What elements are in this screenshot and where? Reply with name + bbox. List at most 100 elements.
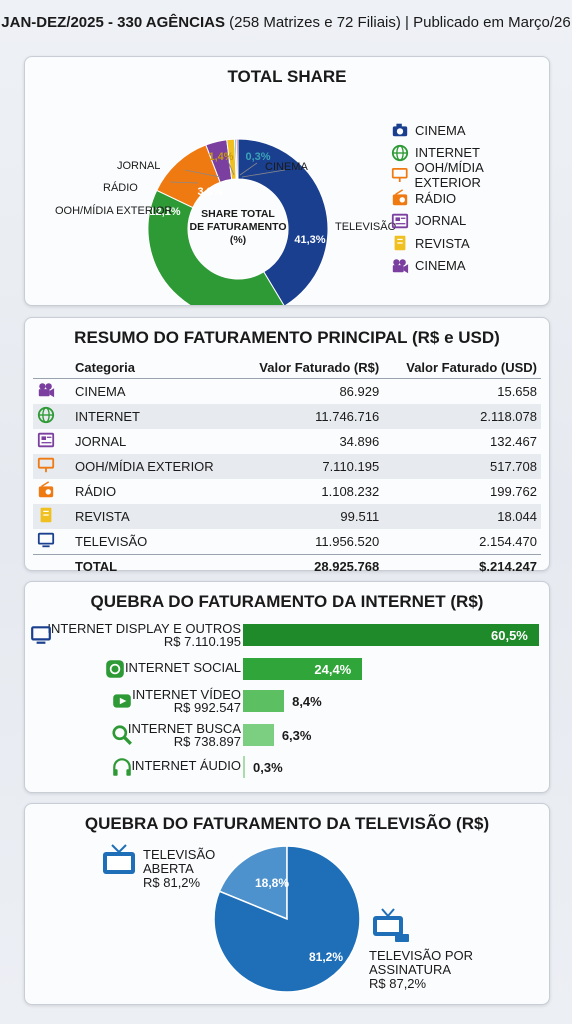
row-icon-cell [33, 429, 71, 454]
leader-line [241, 169, 286, 178]
total-share-title: TOTAL SHARE [227, 67, 347, 86]
billboard-icon [391, 168, 408, 183]
cell-cat: JORNAL [75, 434, 127, 449]
internet-bar [243, 756, 245, 778]
table-row: JORNAL 34.896 132.467 [33, 429, 541, 454]
page-header: JAN-DEZ/2025 - 330 AGÊNCIAS (258 Matrize… [0, 14, 572, 31]
television-title: QUEBRA DO FATURAMENTO DA TELEVISÃO (R$) [84, 814, 490, 833]
row-icon-cell [33, 379, 71, 405]
table-row: CINEMA 86.929 15.658 [33, 379, 541, 405]
internet-bar-pct: 8,4% [292, 694, 322, 709]
tv-aberta-line1: TELEVISÃO [143, 847, 216, 862]
donut-value-label: 12,1% [149, 206, 180, 218]
radio-icon [392, 189, 408, 206]
cell-cat: RÁDIO [75, 484, 117, 499]
tv-aberta-line3: R$ 81,2% [143, 875, 201, 890]
donut-value-label: 41,3% [294, 234, 325, 246]
legend-label: RÁDIO [415, 190, 457, 206]
internet-bar [243, 658, 363, 680]
internet-bar-label: INTERNET DISPLAY E OUTROS R$ 7.110.195 [47, 622, 241, 648]
cell-cat: CINEMA [75, 384, 126, 399]
col-header-usd: Valor Faturado (USD) [383, 356, 541, 379]
internet-bar-pct: 60,5% [491, 628, 528, 643]
donut-center-label: SHARE TOTAL [201, 208, 275, 220]
col-header-brl: Valor Faturado (R$) [237, 356, 384, 379]
table-total-row: TOTAL 28.925.768 $.214.247 [33, 554, 541, 577]
legend-label: REVISTA [415, 235, 470, 251]
internet-bar-value: R$ 738.897 [173, 734, 241, 749]
legend-item: CINEMA [391, 255, 549, 278]
cell-usd: 199.762 [490, 484, 537, 499]
tv-aberta-label: TELEVISÃO ABERTA R$ 81,2% [143, 848, 215, 890]
tv-pie-value-label: 81,2% [309, 950, 343, 964]
total-share-donut: 41,3%40,6%12,1%3,8%1,4%0,3%TELEVISÃOINTE… [55, 138, 397, 305]
donut-category-label: RÁDIO [103, 181, 138, 194]
monitor-icon [37, 532, 55, 548]
table-row: OOH/MÍDIA EXTERIOR 7.110.195 517.708 [33, 454, 541, 479]
summary-card: RESUMO DO FATURAMENTO PRINCIPAL (R$ e US… [24, 317, 550, 577]
cell-brl: 99.511 [237, 504, 384, 529]
television-pie: 18,8% 81,2% [213, 845, 361, 993]
table-row: TELEVISÃO 11.956.520 2.154.470 [33, 529, 541, 555]
leader-line [169, 181, 199, 184]
tv-pie-slice [213, 845, 361, 993]
cell-brl: 11.746.716 [237, 404, 384, 429]
film-camera-icon [38, 383, 55, 398]
tv-assinatura-line3: R$ 87,2% [369, 976, 427, 991]
donut-value-label: 3,8% [197, 186, 222, 198]
internet-bar-value: R$ 992.547 [173, 700, 241, 715]
summary-title: RESUMO DO FATURAMENTO PRINCIPAL (R$ e US… [74, 328, 500, 347]
internet-card: QUEBRA DO FATURAMENTO DA INTERNET (R$) I… [24, 581, 550, 793]
internet-bar-label: INTERNET ÁUDIO [131, 759, 241, 772]
billboard-icon [37, 457, 55, 473]
legend-item: JORNAL [391, 209, 549, 232]
magazine-icon [394, 236, 406, 251]
internet-bar-pct: 24,4% [314, 662, 352, 677]
magazine-icon [40, 507, 52, 523]
tv-assinatura-line2: ASSINATURA [369, 962, 452, 977]
cell-usd: 2.118.078 [383, 404, 541, 429]
row-icon-cell [33, 404, 71, 429]
tv-assinatura-line1: TELEVISÃO POR [369, 948, 474, 963]
tv-pie-slice [218, 845, 288, 921]
row-icon-cell [33, 504, 71, 529]
film-camera-icon [392, 259, 409, 274]
monitor-icon [31, 626, 51, 644]
donut-center-label: (%) [230, 234, 246, 246]
tv-assinatura-icon [373, 908, 409, 942]
globe-icon [37, 406, 55, 424]
table-row: REVISTA 99.511 18.044 [33, 504, 541, 529]
cell-brl: 11.956.520 [315, 534, 380, 549]
leader-line [184, 169, 221, 178]
donut-category-label: CINEMA [265, 161, 308, 173]
radio-icon [38, 481, 54, 498]
internet-bar [243, 624, 539, 646]
cell-cat: REVISTA [71, 504, 238, 529]
leader-line [227, 160, 235, 176]
donut-category-label: OOH/MÍDIA EXTERIOR [55, 204, 172, 217]
cell-brl: 1.108.232 [321, 484, 380, 499]
legend-label: JORNAL [415, 213, 467, 229]
cell-cat: INTERNET [71, 404, 238, 429]
tv-pie-value-label: 18,8% [255, 876, 289, 890]
internet-title: QUEBRA DO FATURAMENTO DA INTERNET (R$) [90, 592, 484, 611]
cell-usd: 15.658 [497, 384, 537, 399]
cell-cat: TELEVISÃO [75, 534, 148, 549]
play-icon [113, 694, 132, 708]
internet-bar [243, 724, 274, 746]
cell-usd: 18.044 [383, 504, 541, 529]
legend-item: INTERNET [391, 142, 549, 165]
internet-bar-label: INTERNET BUSCA R$ 738.897 [128, 722, 241, 748]
headphones-icon [113, 758, 132, 776]
row-icon-cell [33, 529, 71, 555]
internet-bar-pct: 0,3% [253, 760, 283, 775]
legend-label: OOH/MÍDIA EXTERIOR [414, 160, 484, 191]
donut-center-label: DE FATURAMENTO [189, 221, 286, 233]
newspaper-icon [37, 432, 55, 448]
legend-item: CINEMA [391, 119, 549, 142]
cell-usd: 517.708 [383, 454, 541, 479]
donut-slice [147, 189, 285, 305]
legend-item: OOH/MÍDIA EXTERIOR [391, 160, 549, 190]
tv-assinatura-label: TELEVISÃO POR ASSINATURA R$ 87,2% [369, 949, 473, 991]
donut-value-label: 1,4% [208, 151, 233, 163]
